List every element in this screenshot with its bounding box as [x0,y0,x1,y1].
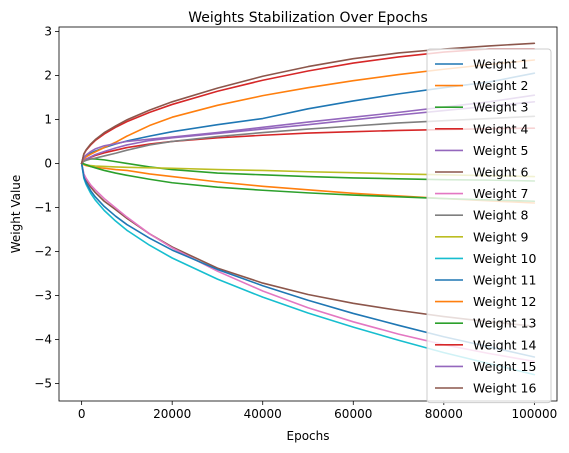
legend-label: Weight 11 [473,273,536,288]
y-tick-label: −5 [34,376,52,390]
legend-label: Weight 8 [473,208,529,223]
legend-label: Weight 9 [473,229,529,244]
plot-frame [58,26,558,402]
x-axis-label: Epochs [287,429,330,443]
legend-label: Weight 7 [473,186,528,201]
legend-label: Weight 2 [473,78,528,93]
legend-box [426,48,552,404]
x-tick-label: 60000 [334,407,372,421]
x-tick-label: 0 [78,407,86,421]
series-line-weight-12 [80,59,536,165]
series-line-weight-8 [80,115,536,165]
series-line-weight-5 [80,101,536,165]
series-line-weight-7 [80,162,536,363]
y-tick-label: −4 [34,332,52,346]
legend-label: Weight 13 [473,316,536,331]
axes: 0 20000 40000 60000 80000 100000 −5 −4 −3 −2 −1 0 1 2… [34,24,557,421]
y-axis-label: Weight Value [9,175,23,254]
y-tick-label: −1 [34,200,52,214]
x-tick-label: 40000 [244,407,282,421]
x-tick-label: 80000 [425,407,463,421]
legend-label: Weight 4 [473,121,529,136]
legend: Weight 1 Weight 2 Weight 3 Weight 4 Weight 5… [426,48,552,404]
legend-label: Weight 3 [473,100,528,115]
legend-label: Weight 12 [473,294,536,309]
series-line-weight-16 [80,42,536,165]
legend-label: Weight 6 [473,165,529,180]
y-tick-label: 1 [44,112,52,126]
y-tick-label: 0 [44,156,52,170]
y-tick-label: −3 [34,288,52,302]
series-line-weight-15 [80,94,536,165]
y-tick-label: −2 [34,244,52,258]
y-tick-label: 3 [44,24,52,38]
series-line-weight-13 [80,162,536,203]
legend-label: Weight 10 [473,251,536,266]
series-line-weight-11 [80,162,536,358]
legend-label: Weight 15 [473,359,536,374]
y-tick-label: 2 [44,68,52,82]
legend-label: Weight 14 [473,337,536,352]
series-line-weight-10 [80,162,536,376]
series-lines [80,42,536,376]
legend-label: Weight 1 [473,57,528,72]
legend-label: Weight 16 [473,381,536,396]
x-tick-label: 20000 [153,407,191,421]
chart-title: Weights Stabilization Over Epochs [188,10,428,26]
x-tick-label: 100000 [511,407,557,421]
legend-label: Weight 5 [473,143,528,158]
